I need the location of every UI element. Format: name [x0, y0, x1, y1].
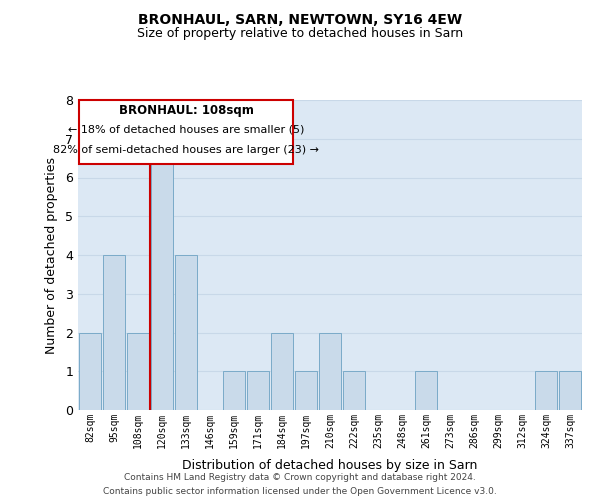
Text: BRONHAUL, SARN, NEWTOWN, SY16 4EW: BRONHAUL, SARN, NEWTOWN, SY16 4EW: [138, 12, 462, 26]
Text: ← 18% of detached houses are smaller (5): ← 18% of detached houses are smaller (5): [68, 124, 304, 134]
Text: Contains public sector information licensed under the Open Government Licence v3: Contains public sector information licen…: [103, 486, 497, 496]
Bar: [559, 371, 581, 410]
Bar: [415, 371, 437, 410]
Text: BRONHAUL: 108sqm: BRONHAUL: 108sqm: [119, 104, 253, 118]
Bar: [79, 332, 101, 410]
Bar: [103, 255, 125, 410]
Bar: [247, 371, 269, 410]
Bar: [535, 371, 557, 410]
Y-axis label: Number of detached properties: Number of detached properties: [45, 156, 58, 354]
Text: 82% of semi-detached houses are larger (23) →: 82% of semi-detached houses are larger (…: [53, 144, 319, 154]
Text: Size of property relative to detached houses in Sarn: Size of property relative to detached ho…: [137, 28, 463, 40]
Bar: [223, 371, 245, 410]
FancyBboxPatch shape: [79, 100, 293, 164]
Text: Contains HM Land Registry data © Crown copyright and database right 2024.: Contains HM Land Registry data © Crown c…: [124, 473, 476, 482]
X-axis label: Distribution of detached houses by size in Sarn: Distribution of detached houses by size …: [182, 459, 478, 472]
Bar: [175, 255, 197, 410]
Bar: [271, 332, 293, 410]
Bar: [151, 138, 173, 410]
Bar: [319, 332, 341, 410]
Bar: [127, 332, 149, 410]
Bar: [295, 371, 317, 410]
Bar: [343, 371, 365, 410]
